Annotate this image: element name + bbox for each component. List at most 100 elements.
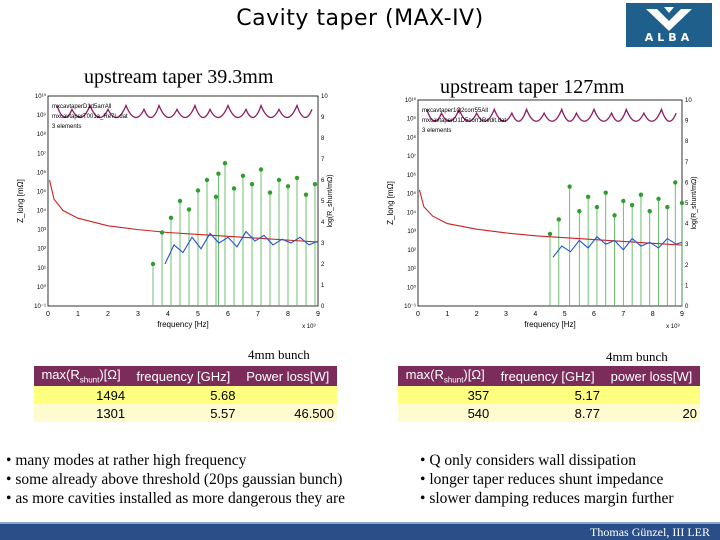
y-tick-label: 10⁹ [37, 112, 47, 119]
mode-point [216, 171, 221, 176]
mode-point [673, 180, 678, 185]
y-tick-label: 10⁶ [37, 169, 47, 176]
mode-point [594, 204, 600, 210]
right-bunch-label: 4mm bunch [606, 349, 668, 364]
mode-point [276, 177, 282, 183]
mode-point [665, 204, 670, 210]
y-tick-label: 10⁴ [37, 208, 47, 215]
footer-rule [0, 522, 720, 524]
y2-tick-label: 8 [685, 139, 689, 145]
x-tick-label: 5 [196, 311, 200, 318]
legend-entry: mxcavtaperT001a_Re7L.dat [52, 114, 128, 120]
y-tick-label: 10⁻¹ [404, 304, 416, 310]
legend-entry: mxcavtaperD1d5arrAll [52, 104, 111, 110]
footer-bar: Thomas Günzel, III LER [0, 522, 720, 540]
table-row: 1301 5.57 46.500 [34, 404, 337, 422]
x-tick-label: 1 [445, 311, 449, 318]
y-axis-label: Z_long [mΩ] [386, 181, 395, 225]
y2-tick-label: 8 [321, 136, 325, 142]
y-tick-label: 10⁰ [37, 284, 47, 291]
col-max-rshunt: max(Rshunt)[Ω] [398, 366, 493, 386]
x-tick-label: 8 [286, 311, 290, 318]
mode-point [656, 196, 661, 202]
y2-axis-label: log(R_shunt/mΩ) [691, 176, 698, 229]
mode-point [186, 207, 192, 212]
list-item: as more cavities installed as more dange… [6, 489, 414, 508]
mode-point [629, 202, 635, 208]
y2-tick-label: 9 [321, 115, 325, 121]
x-tick-label: 3 [504, 311, 508, 318]
plot-area [47, 95, 319, 307]
mode-point [547, 231, 553, 237]
legend-entry: 3 elements [422, 128, 451, 134]
y-tick-label: 10² [407, 248, 416, 254]
list-item: some already above threshold (20ps gauss… [6, 470, 414, 489]
y-tick-label: 10⁴ [407, 209, 417, 216]
mode-point [647, 209, 652, 214]
y2-tick-label: 2 [321, 262, 325, 268]
mode-point [577, 209, 582, 214]
y2-tick-label: 0 [685, 304, 689, 310]
footer-author: Thomas Günzel, III LER [590, 525, 710, 539]
series-line [48, 179, 319, 243]
y2-tick-label: 4 [321, 220, 325, 226]
x-tick-label: 0 [416, 311, 420, 318]
y-tick-label: 10⁵ [37, 188, 47, 195]
col-frequency: frequency [GHz] [128, 366, 239, 386]
y-tick-label: 10¹ [407, 267, 416, 273]
col-power-loss: Power loss[W] [238, 366, 337, 386]
mode-point [222, 161, 228, 166]
mode-point [556, 217, 561, 222]
y2-tick-label: 1 [321, 283, 325, 289]
left-bullet-list: many modes at rather high frequency some… [6, 451, 414, 508]
series-line [426, 107, 677, 122]
x-axis-label: frequency [Hz] [524, 320, 576, 329]
legend-entry: mxcavtaperD1D5corr1Redit.dat [422, 118, 506, 124]
y-tick-label: 10² [37, 247, 46, 253]
slide-title: Cavity taper (MAX-IV) [236, 6, 484, 31]
x-tick-label: 8 [651, 311, 655, 318]
y-tick-label: 10⁷ [37, 150, 46, 157]
y2-tick-label: 7 [321, 157, 325, 163]
x-tick-label: 6 [592, 311, 596, 318]
x-tick-label: 1 [76, 311, 80, 318]
x-tick-label: 3 [136, 311, 140, 318]
x-tick-label: 7 [621, 311, 625, 318]
x-tick-label: 6 [226, 311, 230, 318]
left-bunch-label: 4mm bunch [248, 347, 310, 362]
list-item: slower damping reduces margin further [420, 489, 718, 508]
y2-tick-label: 5 [685, 201, 689, 207]
mode-point [303, 192, 309, 197]
mode-point [168, 215, 174, 220]
series-line [164, 230, 319, 265]
col-max-rshunt: max(Rshunt)[Ω] [34, 366, 129, 386]
series-line [56, 103, 313, 119]
col-frequency: frequency [GHz] [492, 366, 603, 386]
mode-point [567, 184, 572, 189]
y2-tick-label: 5 [321, 199, 325, 205]
y-tick-label: 10¹⁰ [405, 97, 417, 104]
x-tick-label: 9 [680, 311, 684, 318]
table-row: 357 5.17 [398, 386, 700, 404]
y-tick-label: 10⁹ [407, 116, 417, 123]
mode-point [312, 182, 318, 187]
y2-tick-label: 6 [685, 180, 689, 186]
y-tick-label: 10¹⁰ [35, 93, 47, 100]
mode-point [177, 198, 183, 204]
y2-tick-label: 3 [321, 241, 325, 247]
x-tick-label: 2 [475, 311, 479, 318]
mode-point [231, 186, 237, 191]
list-item: many modes at rather high frequency [6, 451, 414, 470]
left-results-table: max(Rshunt)[Ω] frequency [GHz] Power los… [34, 366, 337, 422]
y2-tick-label: 9 [685, 119, 689, 125]
mode-point [267, 190, 273, 195]
y2-tick-label: 10 [685, 98, 692, 104]
y2-tick-label: 0 [321, 304, 325, 310]
y-tick-label: 10⁸ [37, 131, 47, 138]
x-tick-label: 2 [106, 311, 110, 318]
mode-point [621, 198, 626, 204]
col-power-loss: power loss[W] [602, 366, 700, 386]
list-item: Q only considers wall dissipation [420, 451, 718, 470]
right-impedance-chart: 0 1 2 3 4 5 6 7 8 910⁻¹10⁰10¹10²10³10⁴10⁵10⁶10⁷10… [386, 97, 698, 330]
y-tick-label: 10⁶ [407, 172, 417, 179]
